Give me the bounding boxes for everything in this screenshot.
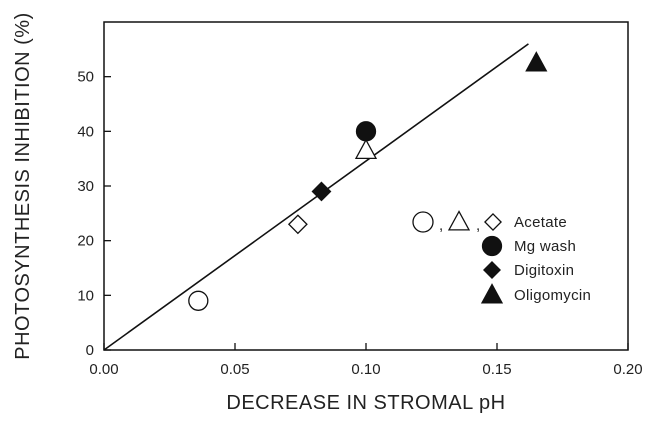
- data-point-triangle-open: [356, 140, 376, 158]
- legend-marker-diamond-filled: [484, 262, 500, 278]
- data-point-diamond-open: [289, 215, 307, 233]
- legend-separator: ,: [439, 217, 443, 234]
- data-point-triangle-filled: [526, 53, 546, 71]
- x-tick-label: 0.00: [89, 361, 118, 378]
- x-tick-label: 0.05: [220, 361, 249, 378]
- x-tick-label: 0.20: [613, 361, 642, 378]
- legend-separator: ,: [476, 217, 480, 234]
- legend-label: Oligomycin: [514, 287, 591, 304]
- legend-marker-circle-open: [413, 212, 433, 232]
- legend-label: Digitoxin: [514, 262, 574, 279]
- legend-marker-triangle-filled: [482, 285, 502, 303]
- x-axis-title: DECREASE IN STROMAL pH: [226, 392, 505, 414]
- legend-marker-triangle-open: [449, 212, 469, 230]
- x-tick-label: 0.10: [351, 361, 380, 378]
- legend-label: Acetate: [514, 214, 567, 231]
- y-tick-label: 40: [77, 123, 94, 140]
- legend-label: Mg wash: [514, 238, 576, 255]
- y-tick-label: 50: [77, 69, 94, 86]
- y-tick-label: 30: [77, 178, 94, 195]
- x-tick-label: 0.15: [482, 361, 511, 378]
- y-tick-label: 0: [86, 342, 94, 359]
- y-tick-label: 20: [77, 233, 94, 250]
- y-axis-title: PHOTOSYNTHESIS INHIBITION (%): [12, 12, 34, 360]
- y-tick-label: 10: [77, 287, 94, 304]
- legend-marker-diamond-open: [485, 214, 501, 230]
- data-point-circle-open: [189, 291, 208, 310]
- fit-line: [104, 44, 528, 350]
- data-point-circle-filled: [357, 122, 376, 141]
- legend-marker-circle-filled: [483, 237, 502, 256]
